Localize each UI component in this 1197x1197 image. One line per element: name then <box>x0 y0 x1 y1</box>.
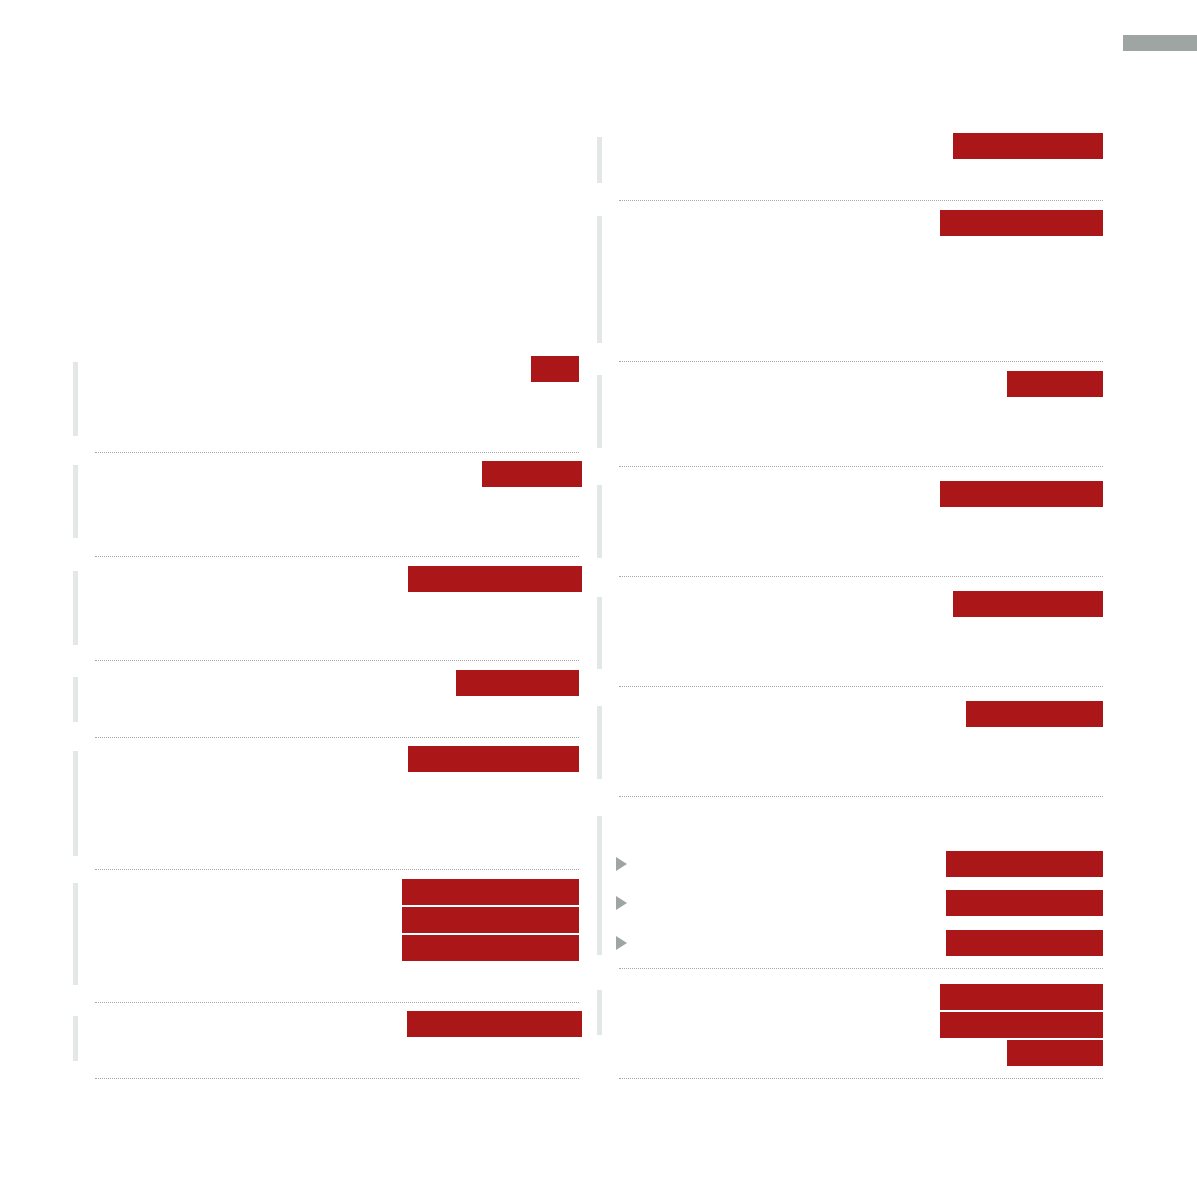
section-divider <box>95 452 579 453</box>
redacted-block <box>940 1012 1103 1038</box>
section-marker <box>597 375 602 448</box>
redacted-block <box>946 930 1103 956</box>
redacted-block <box>966 701 1103 727</box>
section-marker <box>73 1016 78 1061</box>
section-marker <box>73 465 78 538</box>
redacted-block <box>456 670 579 696</box>
redacted-block <box>402 935 579 961</box>
section-divider <box>95 737 579 738</box>
redacted-block <box>946 851 1103 877</box>
section-marker <box>597 816 602 955</box>
section-marker <box>597 990 602 1035</box>
section-divider <box>619 361 1103 362</box>
redacted-block <box>940 210 1103 236</box>
section-marker <box>597 137 602 183</box>
redacted-block <box>953 591 1103 617</box>
section-divider <box>95 556 579 557</box>
redacted-block <box>402 879 579 905</box>
section-divider <box>619 968 1103 969</box>
triangle-right-icon <box>616 936 627 950</box>
section-divider <box>619 686 1103 687</box>
redacted-block <box>402 907 579 933</box>
section-marker <box>597 485 602 558</box>
section-marker <box>597 597 602 669</box>
section-divider <box>619 466 1103 467</box>
section-divider <box>619 576 1103 577</box>
section-marker <box>597 706 602 779</box>
section-marker <box>73 362 78 436</box>
redacted-block <box>953 133 1103 159</box>
redacted-block <box>940 481 1103 507</box>
section-divider <box>619 200 1103 201</box>
section-divider <box>95 1002 579 1003</box>
redacted-block <box>1007 371 1103 397</box>
redacted-block <box>482 461 582 487</box>
section-marker <box>597 216 602 343</box>
triangle-right-icon <box>616 896 627 910</box>
redacted-block <box>1007 1040 1103 1066</box>
section-marker <box>73 677 78 722</box>
section-marker <box>73 571 78 645</box>
redacted-block <box>407 1011 582 1037</box>
section-divider <box>95 1078 579 1079</box>
section-divider <box>95 869 579 870</box>
section-marker <box>73 883 78 985</box>
section-divider <box>619 1078 1103 1079</box>
triangle-right-icon <box>616 857 627 871</box>
redacted-block <box>940 984 1103 1010</box>
section-divider <box>619 796 1103 797</box>
redacted-block <box>946 890 1103 916</box>
section-divider <box>95 660 579 661</box>
page-tab <box>1123 35 1197 51</box>
redacted-block <box>408 566 582 592</box>
redacted-block <box>531 356 579 382</box>
redacted-block <box>408 746 579 772</box>
section-marker <box>73 751 78 856</box>
